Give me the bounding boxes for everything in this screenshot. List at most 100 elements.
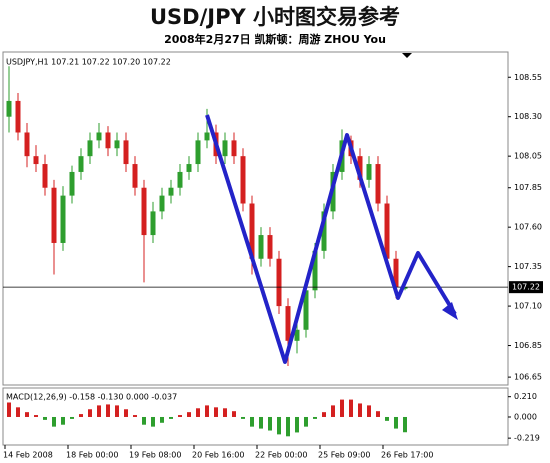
macd-bar [70, 416, 74, 419]
candle-body [285, 306, 291, 341]
macd-bar [97, 405, 101, 417]
y-tick-label: 108.55 [514, 73, 542, 82]
candle-body [240, 156, 246, 204]
candle-body [150, 211, 156, 236]
macd-bar [43, 416, 47, 420]
macd-bar [34, 415, 38, 417]
macd-label: MACD(12,26,9) -0.158 -0.130 0.000 -0.037 [6, 393, 177, 402]
last-price-label: 107.22 [512, 283, 540, 292]
macd-bar [394, 416, 398, 429]
macd-bar [322, 412, 326, 417]
candle-body [384, 203, 390, 259]
last-price-box [509, 281, 543, 294]
macd-bar [115, 405, 119, 417]
macd-bar [79, 414, 83, 417]
candle-body [276, 258, 282, 307]
macd-bar [169, 416, 173, 419]
x-tick-label: 22 Feb 00:00 [255, 451, 307, 460]
macd-bar [286, 416, 290, 437]
macd-bar [25, 412, 29, 417]
y-tick-label: 107.35 [514, 262, 542, 271]
macd-bar [196, 408, 200, 417]
macd-bar [124, 409, 128, 417]
candle-body [15, 100, 21, 133]
y-tick-label: -0.219 [514, 434, 540, 443]
candle-body [258, 235, 264, 259]
y-tick-label: 107.85 [514, 183, 542, 192]
candle-body [195, 140, 201, 165]
candle-body [123, 140, 129, 165]
candle-body [69, 171, 75, 196]
candle-body [177, 171, 183, 188]
marks: 108.55 108.30 108.05 107.85 107.60 107.35 107.… [3, 66, 543, 460]
macd-bar [52, 416, 56, 427]
macd-bar [178, 415, 182, 417]
x-tick-label: 18 Feb 00:00 [66, 451, 118, 460]
candle-body [87, 140, 93, 157]
candle-body [393, 258, 399, 288]
candle-body [51, 187, 57, 243]
macd-bar [88, 409, 92, 417]
macd-bar [313, 416, 317, 419]
candle-body [321, 211, 327, 251]
macd-bar [376, 411, 380, 417]
macd-bar [295, 416, 299, 433]
candle-body [249, 203, 255, 259]
macd-bar [142, 416, 146, 425]
candle-body [114, 140, 120, 149]
y-tick-label: 0.000 [514, 412, 537, 421]
macd-bar [241, 416, 245, 419]
legend-label: USDJPY,H1 107.21 107.22 107.20 107.22 [6, 58, 171, 67]
trend-arrow [205, 114, 457, 364]
candle-body [375, 164, 381, 204]
y-tick-label: 106.65 [514, 373, 542, 382]
candle-body [222, 140, 228, 157]
arrow-head [442, 302, 458, 320]
y-tick-label: 108.30 [514, 112, 542, 121]
candle-body [231, 140, 237, 157]
y-tick-label: 108.05 [514, 152, 542, 161]
candle-body [33, 156, 39, 165]
candle-body [168, 187, 174, 196]
macd-bar [151, 416, 155, 427]
macd-bar [349, 399, 353, 417]
candle-body [78, 156, 84, 172]
chart-subtitle: 2008年2月27日 凯斯顿：周游 ZHOU You [164, 32, 386, 46]
macd-bar [16, 407, 20, 417]
macd-bar [403, 416, 407, 433]
macd-bar [133, 415, 137, 417]
candle-body [132, 164, 138, 188]
x-tick-label: 25 Feb 09:00 [318, 451, 370, 460]
candle-body [6, 100, 12, 117]
macd-bar [106, 404, 110, 417]
candle-body [24, 132, 30, 157]
candle-body [159, 195, 165, 212]
x-tick-label: 26 Feb 17:00 [381, 451, 433, 460]
macd-bar [340, 399, 344, 417]
macd-bar [304, 416, 308, 427]
y-tick-label: 107.60 [514, 223, 542, 232]
macd-bar [385, 416, 389, 421]
candle-body [60, 195, 66, 243]
candle-body [294, 329, 300, 341]
shift-marker [402, 53, 412, 58]
chart-title: USD/JPY 小时图交易参考 [150, 5, 400, 29]
macd-bar [367, 405, 371, 417]
main-panel [2, 51, 509, 386]
macd-bar [268, 416, 272, 431]
macd-bar [358, 403, 362, 417]
candle-body [402, 287, 408, 289]
candle-body [42, 164, 48, 188]
y-tick-label: 106.85 [514, 341, 542, 350]
macd-bar [223, 408, 227, 417]
macd-bar [160, 416, 164, 423]
macd-bar [250, 416, 254, 427]
candle-body [186, 164, 192, 172]
y-tick-label: 107.10 [514, 302, 542, 311]
candle-body [267, 235, 273, 259]
macd-bar [214, 407, 218, 417]
x-tick-label: 19 Feb 08:00 [129, 451, 181, 460]
